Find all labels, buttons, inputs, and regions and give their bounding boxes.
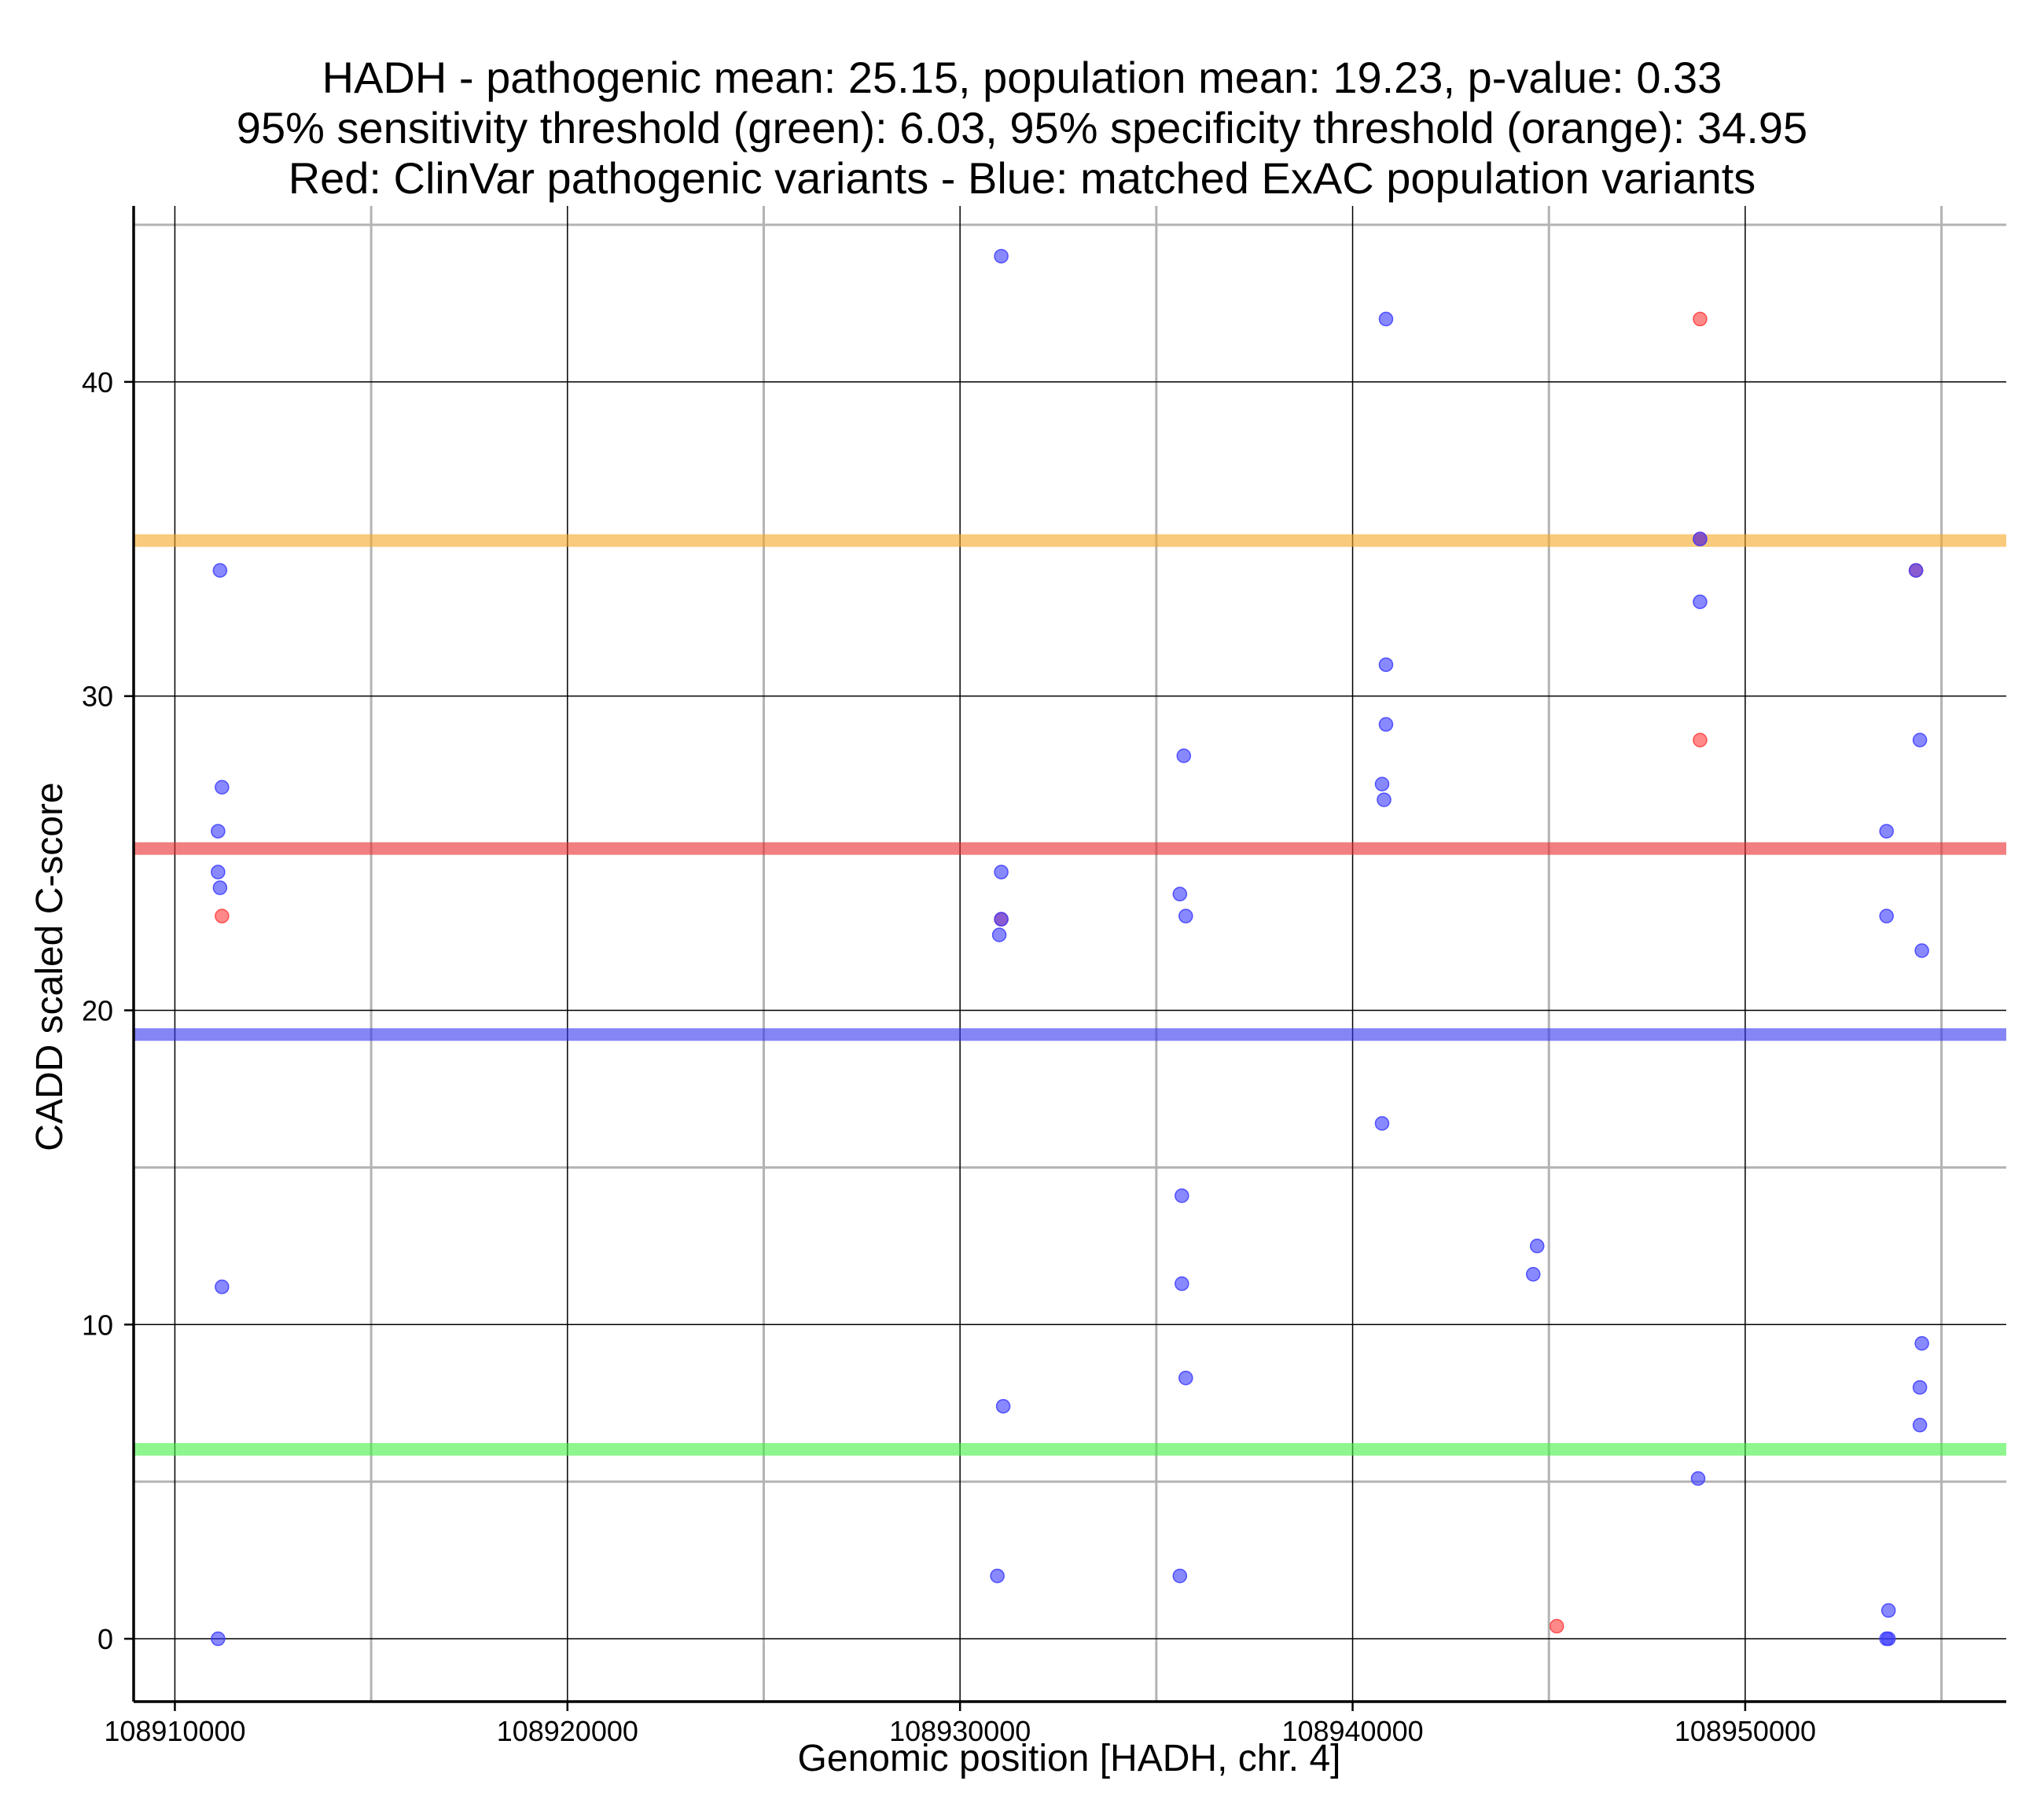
population-variant-point — [212, 563, 228, 578]
y-tick-label: 30 — [82, 681, 113, 713]
population-variant-point — [1914, 943, 1929, 958]
pathogenic-variant-point — [1693, 733, 1708, 747]
population-variant-point — [1172, 1568, 1188, 1584]
population-variant-point — [1378, 657, 1394, 672]
population-variant-point — [1693, 594, 1708, 609]
major-gridlines — [134, 206, 2006, 1702]
y-tick-label: 0 — [97, 1623, 113, 1655]
population-variant-point — [1377, 792, 1391, 807]
tick-labels: 108910000 108920000 108930000 108940000 1089… — [82, 366, 1816, 1747]
population-variant-point — [1178, 1370, 1193, 1386]
y-axis-title: CADD scaled C-score — [29, 782, 71, 1151]
population-variant-point — [1175, 1188, 1189, 1203]
population-variant-point — [1912, 1379, 1928, 1395]
population-variant-point — [215, 1280, 230, 1294]
population-variant-point — [995, 1398, 1011, 1414]
x-tick-label: 108910000 — [104, 1715, 245, 1747]
population-variant-point — [1912, 1417, 1928, 1433]
data-points — [211, 248, 1929, 1647]
minor-gridlines — [134, 206, 2006, 1702]
y-tick-label: 40 — [82, 366, 113, 398]
x-tick-label: 108920000 — [497, 1715, 638, 1747]
population-variant-point — [1880, 1631, 1896, 1647]
population-variant-point — [211, 824, 226, 839]
axes — [124, 206, 2006, 1711]
population-variant-point — [1912, 733, 1928, 747]
population-variant-point — [211, 1631, 226, 1647]
population-variant-point — [1378, 717, 1394, 732]
population-variant-point — [1690, 1471, 1706, 1486]
population-variant-point — [1378, 311, 1394, 327]
population-variant-point — [1172, 887, 1188, 901]
chart-title: HADH - pathogenic mean: 25.15, populatio… — [237, 53, 1807, 203]
population-variant-point — [1880, 1603, 1896, 1618]
y-tick-label: 20 — [82, 994, 113, 1026]
population-variant-point — [1908, 563, 1924, 578]
population-variant-point — [994, 912, 1009, 927]
chart-title-line-1: HADH - pathogenic mean: 25.15, populatio… — [322, 53, 1722, 102]
population-variant-point — [994, 865, 1009, 879]
population-variant-point — [1175, 1276, 1189, 1291]
x-tick-label: 108930000 — [889, 1715, 1031, 1747]
population-variant-point — [1374, 1116, 1390, 1131]
y-tick-label: 10 — [82, 1309, 113, 1341]
x-tick-label: 108940000 — [1281, 1715, 1423, 1747]
x-axis-title: Genomic position [HADH, chr. 4] — [798, 1738, 1341, 1779]
population-variant-point — [215, 780, 230, 795]
population-variant-point — [1693, 531, 1708, 547]
population-variant-point — [1178, 909, 1193, 924]
population-variant-point — [1879, 824, 1894, 839]
x-tick-label: 108950000 — [1675, 1715, 1816, 1747]
chart-title-line-3: Red: ClinVar pathogenic variants - Blue:… — [289, 153, 1756, 203]
population-variant-point — [211, 865, 226, 879]
population-variant-point — [1526, 1267, 1541, 1282]
pathogenic-variant-point — [215, 909, 230, 924]
population-variant-point — [990, 1568, 1005, 1584]
population-variant-point — [1176, 748, 1192, 763]
population-variant-point — [1914, 1335, 1929, 1351]
pathogenic-variant-point — [1693, 311, 1708, 327]
population-variant-point — [1879, 909, 1894, 924]
chart-title-line-2: 95% sensitivity threshold (green): 6.03,… — [237, 103, 1807, 152]
population-variant-point — [212, 880, 228, 895]
population-variant-point — [1374, 777, 1390, 791]
threshold-lines — [134, 534, 2006, 1456]
population-variant-point — [991, 927, 1007, 942]
population-variant-point — [994, 248, 1009, 264]
pathogenic-variant-point — [1549, 1618, 1564, 1634]
population-variant-point — [1530, 1239, 1545, 1254]
